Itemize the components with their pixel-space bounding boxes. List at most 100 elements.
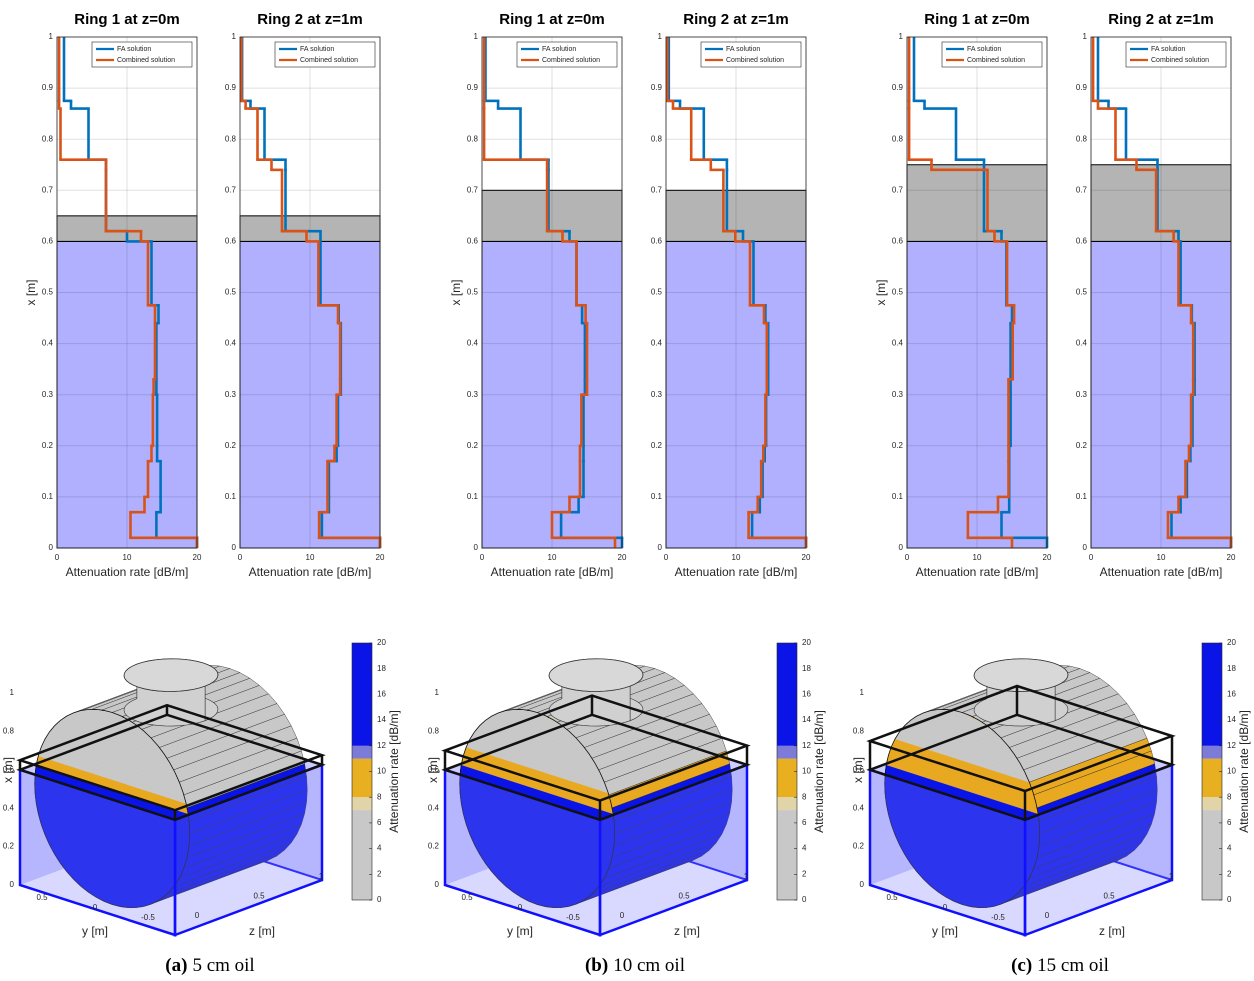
- y-tick-label: 0.5: [461, 893, 473, 902]
- chart-title: Ring 1 at z=0m: [74, 11, 179, 28]
- y-tick-label: 0: [658, 543, 663, 552]
- colorbar-band: [352, 810, 372, 900]
- y-tick-label: 0.1: [42, 492, 54, 501]
- x-axis-label: Attenuation rate [dB/m]: [249, 565, 372, 579]
- y-tick-label: 0.7: [892, 185, 904, 194]
- y-tick-label: -0.5: [141, 913, 155, 922]
- chart-title: Ring 2 at z=1m: [257, 11, 362, 28]
- colorbar-label: Attenuation rate [dB/m]: [387, 710, 401, 833]
- x-tick-label: 1: [860, 688, 865, 697]
- chart-title: Ring 2 at z=1m: [1108, 11, 1213, 28]
- y-tick-label: 0.3: [651, 390, 663, 399]
- x-tick-label: 0: [905, 553, 910, 562]
- caption-text: 5 cm oil: [192, 955, 254, 976]
- x-tick-label: 0: [480, 553, 485, 562]
- legend-label: Combined solution: [967, 57, 1025, 64]
- y-axis-label: x [m]: [874, 280, 888, 306]
- x-axis-label: x [m]: [426, 757, 440, 783]
- y-tick-label: 0.1: [225, 492, 237, 501]
- colorbar-tick-label: 0: [802, 895, 807, 904]
- x-tick-label: 0.2: [3, 842, 15, 851]
- colorbar-tick-label: 18: [802, 664, 811, 673]
- colorbar-tick-label: 2: [1227, 869, 1232, 878]
- y-tick-label: 0.2: [42, 441, 54, 450]
- x-axis-label: x [m]: [851, 757, 865, 783]
- y-tick-label: 0.8: [42, 134, 54, 143]
- colorbar-tick-label: 20: [377, 638, 386, 647]
- step-chart: 0102000.10.20.30.40.50.60.70.80.91Ring 1…: [24, 11, 202, 579]
- colorbar-tick-label: 0: [377, 895, 382, 904]
- y-tick-label: 1: [1083, 32, 1088, 41]
- x-axis-label: x [m]: [1, 757, 15, 783]
- y-tick-label: 0.5: [892, 288, 904, 297]
- y-tick-label: 0.7: [225, 185, 237, 194]
- y-tick-label: 0.6: [892, 237, 904, 246]
- caption-text: 10 cm oil: [613, 955, 685, 976]
- x-tick-label: 1: [435, 688, 440, 697]
- y-tick-label: 0.5: [651, 288, 663, 297]
- y-tick-label: 0.5: [1076, 288, 1088, 297]
- z-tick-label: 0.5: [678, 892, 690, 901]
- x-tick-label: 0: [435, 880, 440, 889]
- step-chart: 0102000.10.20.30.40.50.60.70.80.91Ring 1…: [449, 11, 627, 579]
- y-axis-label: y [m]: [932, 924, 958, 938]
- legend-label: Combined solution: [542, 57, 600, 64]
- y-tick-label: 0.1: [651, 492, 663, 501]
- y-tick-label: 0.2: [1076, 441, 1088, 450]
- x-tick-label: 20: [193, 553, 202, 562]
- y-axis-label: x [m]: [24, 280, 38, 306]
- caption: (a)5 cm oil: [165, 955, 254, 976]
- y-tick-label: 0.9: [651, 83, 663, 92]
- colorbar-tick-label: 16: [377, 690, 386, 699]
- y-tick-label: 0: [518, 903, 523, 912]
- colorbar-band: [1202, 759, 1222, 798]
- y-tick-label: 0.9: [892, 83, 904, 92]
- legend-label: Combined solution: [1151, 57, 1209, 64]
- colorbar-band: [1202, 810, 1222, 900]
- y-tick-label: 0.4: [42, 339, 54, 348]
- colorbar-tick-label: 2: [377, 869, 382, 878]
- colorbar-tick-label: 14: [1227, 715, 1236, 724]
- legend-label: FA solution: [117, 46, 151, 53]
- y-tick-label: 0.4: [225, 339, 237, 348]
- y-tick-label: 1: [49, 32, 54, 41]
- x-tick-label: 20: [1227, 553, 1236, 562]
- x-tick-label: 10: [732, 553, 741, 562]
- z-tick-label: 1: [744, 872, 749, 881]
- x-axis-label: Attenuation rate [dB/m]: [675, 565, 798, 579]
- caption-text: 15 cm oil: [1037, 955, 1109, 976]
- y-tick-label: 0.8: [651, 134, 663, 143]
- x-axis-label: Attenuation rate [dB/m]: [1100, 565, 1223, 579]
- y-tick-label: 1: [232, 32, 237, 41]
- y-tick-label: 0.3: [225, 390, 237, 399]
- z-tick-label: 0: [195, 911, 200, 920]
- colorbar-tick-label: 2: [802, 869, 807, 878]
- x-axis-label: Attenuation rate [dB/m]: [916, 565, 1039, 579]
- colorbar-band: [777, 746, 797, 759]
- y-tick-label: 0.7: [467, 185, 479, 194]
- figure: 0102000.10.20.30.40.50.60.70.80.91Ring 1…: [0, 0, 1254, 981]
- z-axis-label: z [m]: [249, 924, 275, 938]
- colorbar-tick-label: 16: [802, 690, 811, 699]
- colorbar-tick-label: 10: [377, 767, 386, 776]
- x-tick-label: 0: [1089, 553, 1094, 562]
- y-tick-label: -0.5: [566, 913, 580, 922]
- z-axis-label: z [m]: [674, 924, 700, 938]
- y-tick-label: 0.9: [1076, 83, 1088, 92]
- x-tick-label: 0.2: [428, 842, 440, 851]
- colorbar-band: [352, 797, 372, 810]
- x-tick-label: 0.4: [428, 803, 440, 812]
- colorbar-tick-label: 12: [377, 741, 386, 750]
- x-tick-label: 0: [10, 880, 15, 889]
- colorbar-tick-label: 4: [1227, 844, 1232, 853]
- y-tick-label: 0.8: [467, 134, 479, 143]
- x-tick-label: 0: [238, 553, 243, 562]
- colorbar-tick-label: 18: [377, 664, 386, 673]
- y-tick-label: 0.6: [651, 237, 663, 246]
- tank-3d: 00.20.40.60.810.50-0.500.51x [m]y [m]z […: [851, 638, 1251, 938]
- x-tick-label: 10: [123, 553, 132, 562]
- y-tick-label: 0.5: [467, 288, 479, 297]
- z-tick-label: 0.5: [1103, 892, 1115, 901]
